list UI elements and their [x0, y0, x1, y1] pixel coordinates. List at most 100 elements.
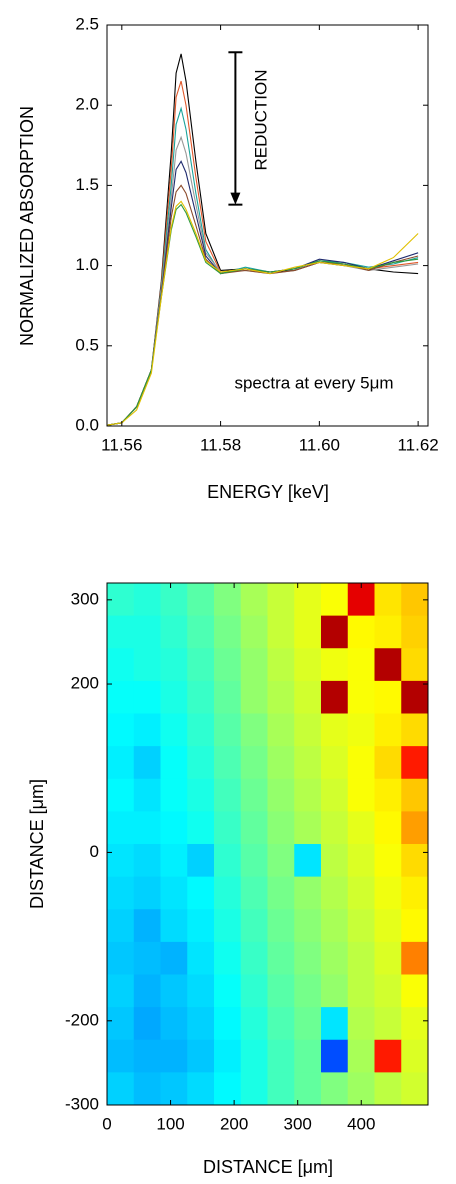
heatmap-cell: [347, 680, 375, 714]
y-tick-label: 1.0: [75, 255, 99, 274]
heatmap-cell: [294, 909, 322, 943]
heatmap-cell: [160, 778, 188, 812]
heatmap-cell: [160, 1007, 188, 1041]
spectrum-line: [107, 200, 419, 426]
heatmap-cell: [240, 974, 268, 1008]
heatmap-cell: [160, 713, 188, 747]
heatmap-cell: [240, 1072, 268, 1106]
heatmap-cell: [321, 876, 349, 910]
x-tick-label: 200: [220, 1114, 248, 1133]
heatmap-cell: [347, 778, 375, 812]
heatmap-cell: [321, 778, 349, 812]
heatmap-cell: [214, 713, 242, 747]
heatmap-cell: [374, 876, 402, 910]
heatmap-cell: [267, 1007, 295, 1041]
heatmap-cell: [133, 844, 161, 878]
x-tick-label: 11.62: [397, 435, 438, 454]
heatmap-cell: [374, 974, 402, 1008]
heatmap-cell: [347, 1007, 375, 1041]
heatmap-cell: [401, 844, 429, 878]
heatmap-cell: [187, 680, 215, 714]
x-tick-label: 400: [347, 1114, 375, 1133]
heatmap-cell: [214, 909, 242, 943]
heatmap-cell: [107, 909, 135, 943]
heatmap-cell: [133, 648, 161, 682]
heatmap-cell: [321, 1007, 349, 1041]
heatmap-cell: [294, 941, 322, 975]
heatmap-cell: [294, 1039, 322, 1073]
heatmap-cell: [374, 615, 402, 649]
heatmap-cell: [240, 583, 268, 617]
heatmap-cell: [160, 941, 188, 975]
heatmap-cell: [294, 615, 322, 649]
heatmap-cell: [401, 648, 429, 682]
heatmap-cell: [267, 909, 295, 943]
heatmap-cell: [240, 713, 268, 747]
heatmap-cell: [214, 811, 242, 845]
heatmap-cell: [240, 648, 268, 682]
heatmap-cell: [240, 746, 268, 780]
annotation: REDUCTION: [251, 69, 270, 170]
heatmap-cell: [107, 648, 135, 682]
heatmap-cell: [267, 615, 295, 649]
heatmap-cell: [187, 713, 215, 747]
heatmap-cell: [401, 615, 429, 649]
heatmap-cell: [401, 680, 429, 714]
heatmap-cell: [133, 680, 161, 714]
heatmap-cell: [267, 844, 295, 878]
y-tick-label: -300: [65, 1094, 99, 1113]
heatmap-cell: [160, 1072, 188, 1106]
heatmap-cell: [294, 583, 322, 617]
heatmap-cell: [347, 615, 375, 649]
heatmap-cell: [294, 713, 322, 747]
heatmap-cell: [267, 1072, 295, 1106]
heatmap-cell: [374, 1039, 402, 1073]
heatmap-cell: [187, 583, 215, 617]
heatmap-cell: [321, 648, 349, 682]
heatmap-cell: [187, 1072, 215, 1106]
heatmap-cell: [240, 876, 268, 910]
heatmap-cell: [214, 615, 242, 649]
heatmap-cell: [321, 811, 349, 845]
heatmap-cell: [107, 1007, 135, 1041]
heatmap-cell: [321, 1072, 349, 1106]
heatmap-cell: [294, 1007, 322, 1041]
heatmap-cell: [347, 583, 375, 617]
heatmap-cell: [401, 941, 429, 975]
heatmap-cell: [267, 876, 295, 910]
heatmap-cell: [347, 811, 375, 845]
heatmap-cell: [214, 680, 242, 714]
x-axis-title: ENERGY [keV]: [207, 482, 329, 502]
heatmap-cell: [347, 1072, 375, 1106]
heatmap-cell: [107, 876, 135, 910]
spectrum-line: [107, 203, 419, 426]
heatmap-cell: [187, 876, 215, 910]
y-axis-title: NORMALIZED ABSORPTION: [17, 106, 37, 346]
heatmap-cell: [187, 1007, 215, 1041]
heatmap-cell: [347, 746, 375, 780]
heatmap-cell: [347, 713, 375, 747]
y-tick-label: 0.5: [75, 335, 99, 354]
heatmap-cell: [347, 876, 375, 910]
heatmap-cell: [374, 909, 402, 943]
heatmap-cell: [240, 1039, 268, 1073]
heatmap-cell: [214, 1039, 242, 1073]
heatmap-cell: [240, 811, 268, 845]
heatmap-cell: [133, 746, 161, 780]
heatmap-cell: [401, 1039, 429, 1073]
heatmap-cell: [321, 974, 349, 1008]
plot-frame: [106, 582, 429, 1106]
heatmap-cell: [107, 713, 135, 747]
heatmap-cell: [294, 648, 322, 682]
heatmap-cell: [321, 1039, 349, 1073]
heatmap-cell: [347, 941, 375, 975]
heatmap-cell: [267, 811, 295, 845]
y-axis-title: DISTANCE [μm]: [27, 779, 47, 909]
heatmap-cell: [107, 778, 135, 812]
heatmap-cell: [321, 583, 349, 617]
heatmap-cell: [267, 680, 295, 714]
heatmap-cell: [214, 844, 242, 878]
heatmap-cell: [107, 974, 135, 1008]
heatmap-cell: [107, 844, 135, 878]
heatmap-cell: [214, 876, 242, 910]
